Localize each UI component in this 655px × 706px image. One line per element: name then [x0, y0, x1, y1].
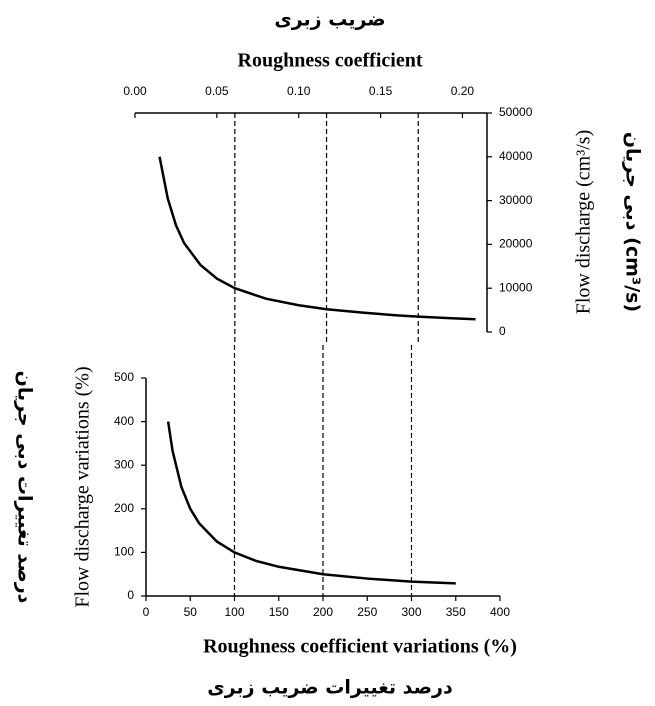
data-line [166, 421, 456, 585]
x-tick-label: 150 [269, 605, 289, 619]
x-tick-label: 100 [224, 605, 244, 619]
y-tick-label: 30000 [499, 193, 533, 207]
y-tick-label: 300 [114, 457, 134, 471]
x-axis-title-fa: درصد تغییرات ضریب زبری [207, 677, 453, 699]
x-tick-label: 400 [490, 605, 510, 619]
x-tick-label: 0.20 [451, 84, 475, 98]
x-axis-title: Roughness coefficient variations (%) [203, 636, 517, 658]
y-tick-label: 0 [499, 324, 506, 338]
x-tick-label: 0.05 [205, 84, 229, 98]
x-axis-title: Roughness coefficient [238, 50, 423, 72]
y-axis-title: Flow discharge (cm³/s) [573, 130, 595, 314]
y-tick-label: 500 [114, 370, 134, 384]
y-axis-title-fa: درصد تغییرات دبی جریان [14, 371, 36, 604]
y-axis-title: Flow discharge variations (%) [72, 366, 94, 607]
y-tick-label: 400 [114, 414, 134, 428]
x-tick-label: 50 [184, 605, 198, 619]
x-tick-label: 0.00 [123, 84, 147, 98]
x-tick-label: 0.15 [369, 84, 393, 98]
y-tick-label: 20000 [499, 237, 533, 251]
x-tick-label: 300 [401, 605, 421, 619]
y-tick-label: 200 [114, 501, 134, 515]
y-tick-label: 40000 [499, 149, 533, 163]
x-tick-label: 350 [446, 605, 466, 619]
y-tick-label: 100 [114, 545, 134, 559]
x-tick-label: 250 [357, 605, 377, 619]
data-line [158, 156, 476, 321]
y-tick-label: 10000 [499, 280, 533, 294]
x-axis-title-fa: ضریب زبری [274, 9, 385, 31]
x-tick-label: 0.10 [287, 84, 311, 98]
x-tick-label: 200 [313, 605, 333, 619]
x-tick-label: 0 [143, 605, 150, 619]
y-axis-title-fa: دبی جریان (cm³/s) [622, 132, 644, 312]
y-tick-label: 0 [127, 588, 134, 602]
y-tick-label: 50000 [499, 105, 533, 119]
